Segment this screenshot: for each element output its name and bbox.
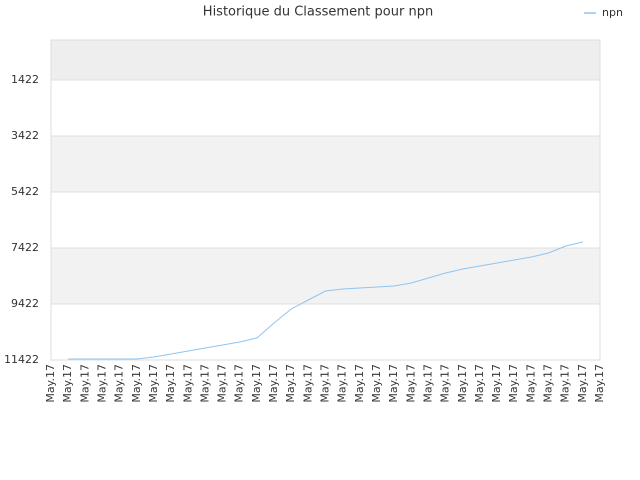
x-tick-label: May.17 [319, 364, 332, 403]
x-tick-label: May.17 [164, 364, 177, 403]
x-tick-label: May.17 [113, 364, 126, 403]
legend-label: npn [602, 6, 623, 19]
x-tick-label: May.17 [61, 364, 74, 403]
y-tick-label: 5422 [11, 185, 39, 198]
x-tick-label: May.17 [507, 364, 520, 403]
y-tick-label: 7422 [11, 241, 39, 254]
x-tick-label: May.17 [301, 364, 314, 403]
x-tick-label: May.17 [78, 364, 91, 403]
x-tick-label: May.17 [456, 364, 469, 403]
grid-band [51, 192, 600, 249]
grid-band [51, 40, 600, 81]
grid-band [51, 248, 600, 305]
chart-title: Historique du Classement pour npn [203, 5, 433, 20]
x-tick-label: May.17 [250, 364, 263, 403]
x-tick-label: May.17 [490, 364, 503, 403]
y-tick-label: 11422 [4, 353, 39, 366]
x-tick-label: May.17 [421, 364, 434, 403]
x-tick-label: May.17 [387, 364, 400, 403]
x-tick-label: May.17 [593, 364, 606, 403]
x-tick-label: May.17 [473, 364, 486, 403]
line [68, 241, 583, 360]
x-tick-label: May.17 [181, 364, 194, 403]
y-tick-label: 1422 [11, 73, 39, 86]
x-tick-label: May.17 [216, 364, 229, 403]
x-tick-label: May.17 [559, 364, 572, 403]
x-tick-label: May.17 [44, 364, 57, 403]
x-tick-label: May.17 [370, 364, 383, 403]
y-tick-label: 9422 [11, 297, 39, 310]
x-tick-label: May.17 [95, 364, 108, 403]
x-tick-label: May.17 [576, 364, 589, 403]
x-tick-label: May.17 [524, 364, 537, 403]
x-tick-label: May.17 [439, 364, 452, 403]
x-tick-label: May.17 [233, 364, 246, 403]
x-tick-label: May.17 [198, 364, 211, 403]
x-tick-label: May.17 [267, 364, 280, 403]
x-tick-label: May.17 [284, 364, 297, 403]
x-tick-label: May.17 [147, 364, 160, 403]
grid-band [51, 304, 600, 360]
x-tick-label: May.17 [353, 364, 366, 403]
x-tick-label: May.17 [336, 364, 349, 403]
plot-frame [50, 39, 601, 361]
y-tick-label: 3422 [11, 129, 39, 142]
x-tick-label: May.17 [542, 364, 555, 403]
grid-band [51, 136, 600, 193]
x-tick-label: May.17 [404, 364, 417, 403]
grid-band [51, 80, 600, 137]
x-tick-label: May.17 [130, 364, 143, 403]
